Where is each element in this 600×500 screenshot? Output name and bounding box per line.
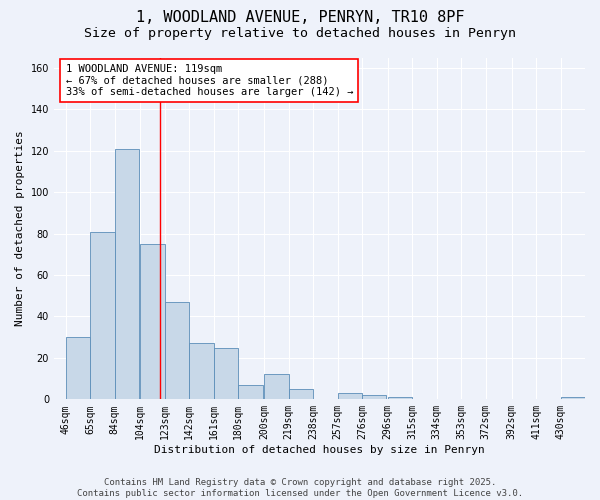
Bar bbox=[189, 344, 214, 400]
Bar bbox=[165, 302, 189, 400]
Bar bbox=[560, 398, 585, 400]
Bar bbox=[289, 389, 313, 400]
Text: Size of property relative to detached houses in Penryn: Size of property relative to detached ho… bbox=[84, 28, 516, 40]
Bar bbox=[90, 232, 115, 400]
Bar bbox=[238, 385, 263, 400]
Bar bbox=[214, 348, 238, 400]
Text: 1 WOODLAND AVENUE: 119sqm
← 67% of detached houses are smaller (288)
33% of semi: 1 WOODLAND AVENUE: 119sqm ← 67% of detac… bbox=[65, 64, 353, 97]
Bar bbox=[115, 148, 139, 400]
Text: 1, WOODLAND AVENUE, PENRYN, TR10 8PF: 1, WOODLAND AVENUE, PENRYN, TR10 8PF bbox=[136, 10, 464, 25]
Bar bbox=[388, 398, 412, 400]
Y-axis label: Number of detached properties: Number of detached properties bbox=[15, 130, 25, 326]
Bar bbox=[140, 244, 165, 400]
Bar bbox=[65, 337, 90, 400]
Bar bbox=[264, 374, 289, 400]
X-axis label: Distribution of detached houses by size in Penryn: Distribution of detached houses by size … bbox=[154, 445, 485, 455]
Text: Contains HM Land Registry data © Crown copyright and database right 2025.
Contai: Contains HM Land Registry data © Crown c… bbox=[77, 478, 523, 498]
Bar bbox=[338, 393, 362, 400]
Bar bbox=[362, 395, 386, 400]
